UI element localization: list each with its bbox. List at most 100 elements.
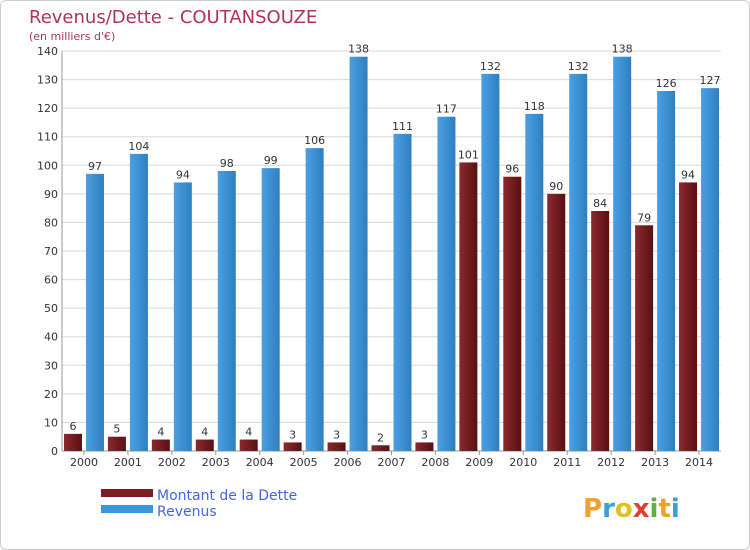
revenue-value-label: 127: [700, 74, 721, 87]
logo-letter: i: [671, 494, 680, 524]
revenue-bar: [481, 73, 500, 451]
x-tick-label: 2010: [509, 456, 537, 469]
logo-letter: t: [658, 494, 670, 524]
y-tick-label: 0: [51, 445, 58, 458]
x-tick-label: 2005: [290, 456, 318, 469]
x-tick-label: 2014: [685, 456, 713, 469]
revenue-bar: [701, 88, 720, 452]
x-tick-label: 2007: [378, 456, 406, 469]
x-tick-label: 2006: [334, 456, 362, 469]
revenue-bar: [217, 171, 236, 451]
y-tick-label: 140: [37, 45, 58, 58]
revenue-value-label: 98: [220, 157, 234, 170]
debt-value-label: 4: [245, 426, 252, 439]
legend-swatch-debt: [101, 489, 153, 497]
debt-value-label: 79: [637, 211, 651, 224]
revenue-bar: [437, 116, 456, 451]
x-tick-label: 2003: [202, 456, 230, 469]
debt-value-label: 84: [593, 197, 607, 210]
debt-bar: [635, 225, 654, 451]
debt-value-label: 90: [549, 180, 563, 193]
y-tick-label: 80: [44, 216, 58, 229]
x-tick-label: 2012: [597, 456, 625, 469]
debt-bar: [239, 439, 258, 451]
debt-bar: [591, 211, 610, 451]
debt-bar: [415, 442, 434, 451]
logo-letter: i: [650, 494, 659, 524]
revenue-bar: [261, 168, 280, 451]
revenue-value-label: 118: [524, 100, 545, 113]
y-tick-label: 70: [44, 245, 58, 258]
x-tick-label: 2001: [114, 456, 142, 469]
chart-title: Revenus/Dette - COUTANSOUZE: [29, 7, 317, 28]
x-tick-label: 2004: [246, 456, 274, 469]
revenue-value-label: 111: [392, 120, 413, 133]
debt-value-label: 4: [157, 426, 164, 439]
legend-label-revenue: Revenus: [157, 504, 217, 520]
debt-value-label: 6: [69, 420, 76, 433]
logo-letter: P: [583, 494, 602, 524]
x-tick-label: 2011: [553, 456, 581, 469]
debt-value-label: 4: [201, 426, 208, 439]
logo-letter: x: [633, 494, 650, 524]
revenue-value-label: 99: [264, 154, 278, 167]
debt-value-label: 3: [289, 428, 296, 441]
revenue-value-label: 117: [436, 103, 457, 116]
revenue-value-label: 132: [480, 60, 501, 73]
y-tick-label: 90: [44, 188, 58, 201]
revenue-bar: [525, 113, 544, 451]
revenue-bar: [569, 73, 588, 451]
debt-value-label: 2: [377, 431, 384, 444]
debt-bar: [107, 436, 126, 451]
revenue-bar: [173, 182, 192, 451]
x-tick-label: 2013: [641, 456, 669, 469]
debt-bar: [327, 442, 346, 451]
y-tick-label: 50: [44, 302, 58, 315]
y-tick-label: 60: [44, 274, 58, 287]
y-tick-label: 30: [44, 359, 58, 372]
debt-value-label: 3: [333, 428, 340, 441]
revenue-value-label: 97: [88, 160, 102, 173]
debt-value-label: 94: [681, 168, 695, 181]
debt-bar: [459, 162, 478, 451]
debt-bar: [371, 445, 390, 451]
revenue-value-label: 104: [128, 140, 149, 153]
revenue-value-label: 138: [348, 43, 369, 56]
debt-value-label: 101: [458, 148, 479, 161]
x-tick-label: 2002: [158, 456, 186, 469]
chart-subtitle: (en milliers d'€): [29, 30, 115, 43]
proxiti-logo: Proxiti: [583, 494, 680, 524]
y-tick-label: 100: [37, 159, 58, 172]
y-tick-label: 130: [37, 74, 58, 87]
revenue-value-label: 94: [176, 168, 190, 181]
debt-value-label: 3: [421, 428, 428, 441]
revenue-value-label: 138: [612, 43, 633, 56]
y-tick-label: 110: [37, 131, 58, 144]
debt-bar: [151, 439, 170, 451]
revenue-bar: [613, 56, 632, 451]
x-tick-label: 2000: [70, 456, 98, 469]
debt-bar: [679, 182, 698, 451]
legend-swatch-revenue: [101, 505, 153, 513]
y-tick-label: 20: [44, 388, 58, 401]
revenue-bar: [349, 56, 368, 451]
debt-bar: [547, 193, 566, 451]
debt-bar: [63, 433, 82, 451]
x-tick-label: 2009: [465, 456, 493, 469]
debt-bar: [503, 176, 522, 451]
revenue-bar: [85, 173, 104, 451]
debt-value-label: 5: [113, 423, 120, 436]
legend-label-debt: Montant de la Dette: [157, 488, 297, 504]
revenue-value-label: 106: [304, 134, 325, 147]
y-tick-label: 10: [44, 416, 58, 429]
logo-letter: o: [615, 494, 633, 524]
debt-value-label: 96: [505, 163, 519, 176]
revenue-bar: [657, 91, 676, 451]
debt-bar: [283, 442, 302, 451]
x-tick-label: 2008: [421, 456, 449, 469]
revenue-bar: [129, 153, 148, 451]
debt-bar: [195, 439, 214, 451]
revenue-bar: [393, 133, 412, 451]
